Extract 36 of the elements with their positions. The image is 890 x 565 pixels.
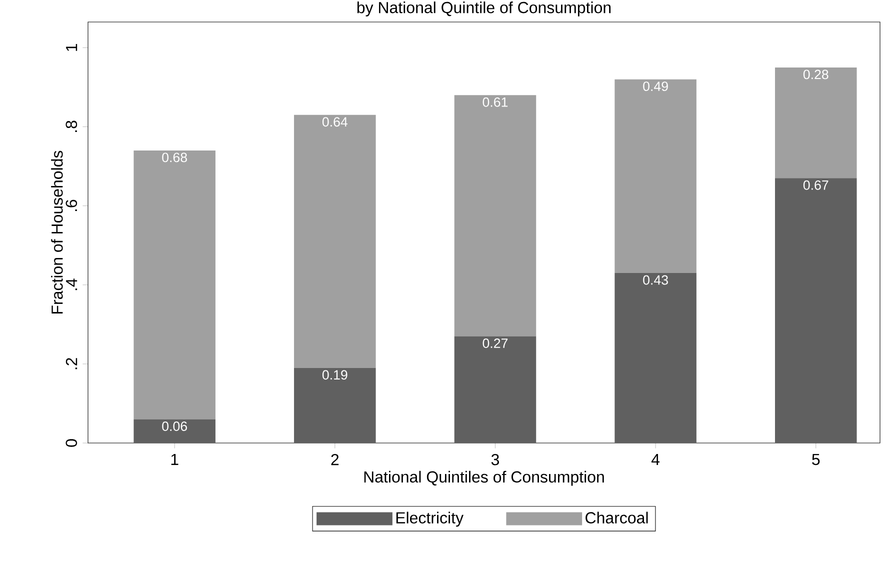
y-tick-label: .4 (66, 278, 78, 290)
y-tick-label: .8 (66, 120, 78, 132)
legend-label: Charcoal (586, 512, 648, 524)
x-tick-label: 2 (331, 454, 339, 466)
bar (775, 67, 857, 178)
data-label: 0.68 (162, 152, 187, 162)
y-tick-label: 0 (66, 439, 78, 447)
data-label: 0.61 (482, 97, 508, 107)
bar (454, 336, 536, 443)
x-tick-label: 4 (651, 454, 660, 465)
y-tick-label: .6 (66, 200, 78, 212)
x-tick-label: 5 (812, 454, 820, 466)
y-axis-title: Fraction of Households (51, 150, 63, 314)
bar (775, 178, 857, 443)
bar (134, 150, 216, 420)
bar (134, 419, 216, 443)
bar (454, 95, 536, 336)
y-tick-label: .2 (66, 358, 78, 370)
bar (614, 79, 696, 274)
bar (614, 273, 696, 443)
data-label: 0.64 (322, 117, 348, 127)
data-label: 0.49 (643, 82, 668, 92)
data-label: 0.19 (322, 370, 348, 380)
x-tick-label: 3 (491, 454, 499, 466)
legend-label: Electricity (396, 512, 464, 527)
x-tick-label: 1 (171, 454, 178, 465)
chart-title: by National Quintile of Consumption (357, 1, 611, 16)
data-label: 0.67 (803, 180, 828, 190)
y-tick-label: 1 (66, 44, 78, 51)
data-label: 0.28 (803, 70, 828, 80)
bar (294, 368, 376, 443)
data-label: 0.06 (162, 422, 187, 431)
bar (294, 114, 376, 368)
x-axis-title: National Quintiles of Consumption (364, 470, 604, 486)
data-label: 0.43 (643, 275, 668, 285)
data-label: 0.27 (482, 338, 508, 348)
